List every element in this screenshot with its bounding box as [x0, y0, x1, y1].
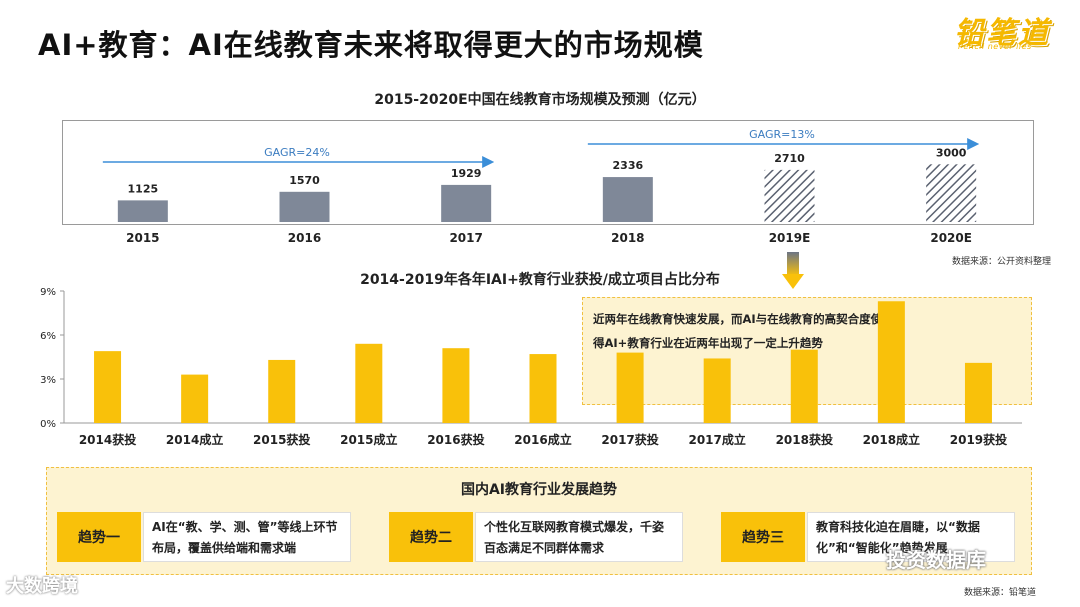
growth-label-1: GAGR=24% [264, 146, 330, 159]
market-value-label-2016: 1570 [289, 174, 320, 187]
share-bar-2018获投 [790, 349, 818, 423]
share-distribution-chart: 0% 3% 6% 9% 2014获投 2014成立 2015获投 2015成立 2016获投 2… [40, 287, 1022, 447]
share-y-tick-label-6%: 6% [40, 331, 56, 342]
trend-2-text: 个性化互联网教育模式爆发，千姿百态满足不同群体需求 [475, 512, 683, 562]
share-tick-label-2018成立: 2018成立 [863, 432, 920, 447]
market-chart-title: 2015-2020E中国在线教育市场规模及预测（亿元） [374, 92, 706, 108]
watermark-left: 大数跨境 [6, 576, 78, 597]
trend-1-badge: 趋势一 [57, 512, 141, 562]
market-bar-2016 [279, 191, 330, 222]
market-value-label-2018: 2336 [613, 159, 644, 172]
share-bar-2017成立 [703, 358, 731, 423]
share-tick-label-2015获投: 2015获投 [253, 432, 310, 447]
watermark-right: 投资数据库 [886, 548, 986, 572]
market-bar-2019E [764, 169, 815, 222]
trend-2-badge: 趋势二 [389, 512, 473, 562]
share-bar-2019获投 [964, 362, 992, 423]
trends-title: 国内AI教育行业发展趋势 [460, 482, 618, 498]
share-bar-2014成立 [181, 374, 209, 423]
market-bar-2017 [441, 184, 492, 222]
trends-panel: 国内AI教育行业发展趋势 趋势一 AI在“教、学、测、管”等线上环节布局，覆盖供… [46, 467, 1032, 575]
share-bar-2016成立 [529, 354, 557, 423]
share-tick-label-2018获投: 2018获投 [776, 432, 833, 447]
top-source-note: 数据来源：公开资料整理 [952, 257, 1052, 267]
market-tick-label-2017: 2017 [449, 231, 482, 245]
share-tick-label-2014成立: 2014成立 [166, 432, 223, 447]
share-bar-2018成立 [877, 301, 905, 423]
share-bar-2015获投 [268, 359, 296, 423]
trend-1-text: AI在“教、学、测、管”等线上环节布局，覆盖供给端和需求端 [143, 512, 351, 562]
share-tick-label-2014获投: 2014获投 [79, 432, 136, 447]
market-bar-2020E [926, 164, 977, 222]
market-bar-2018 [602, 177, 653, 222]
share-bar-2016获投 [442, 348, 470, 423]
market-tick-label-2019E: 2019E [769, 231, 811, 245]
brand-logo: 铅笔道 Pencil never lies [954, 8, 1072, 56]
logo-text: 铅笔道 [954, 16, 1050, 51]
trend-3-text: 教育科技化迫在眉睫，以“数据化”和“智能化”趋势发展 [807, 512, 1015, 562]
market-tick-label-2020E: 2020E [930, 231, 972, 245]
market-tick-label-2015: 2015 [126, 231, 159, 245]
share-tick-label-2019获投: 2019获投 [950, 432, 1007, 447]
share-y-tick-label-3%: 3% [40, 375, 56, 386]
market-value-label-2015: 1125 [128, 182, 159, 195]
note-text: 近两年在线教育快速发展，而AI与在线教育的高契合度使得AI+教育行业在近两年出现… [593, 312, 883, 350]
share-tick-label-2017成立: 2017成立 [688, 432, 745, 447]
growth-label-2: GAGR=13% [749, 128, 815, 141]
market-tick-label-2016: 2016 [288, 231, 321, 245]
share-bar-2017获投 [616, 352, 644, 423]
market-value-label-2020E: 3000 [936, 146, 967, 159]
share-chart-title: 2014-2019年各年IAI+教育行业获投/成立项目占比分布 [360, 272, 720, 288]
market-size-chart: 1125 2015 1570 2016 1929 2017 2336 2018 2710 2019… [102, 128, 980, 245]
share-bar-2014获投 [94, 351, 122, 423]
share-tick-label-2016成立: 2016成立 [514, 432, 571, 447]
market-value-label-2017: 1929 [451, 167, 482, 180]
share-y-tick-label-0%: 0% [40, 419, 56, 430]
share-tick-label-2015成立: 2015成立 [340, 432, 397, 447]
share-tick-label-2017获投: 2017获投 [601, 432, 658, 447]
share-tick-label-2016获投: 2016获投 [427, 432, 484, 447]
share-y-tick-label-9%: 9% [40, 287, 56, 298]
market-bar-2015 [117, 200, 168, 222]
market-tick-label-2018: 2018 [611, 231, 644, 245]
bottom-source-note: 数据来源：铅笔道 [964, 588, 1037, 598]
share-bar-2015成立 [355, 343, 383, 423]
page-title: AI+教育：AI在线教育未来将取得更大的市场规模 [38, 28, 704, 62]
down-arrow-icon [782, 252, 804, 289]
logo-tagline: Pencil never lies [958, 42, 1032, 51]
trend-3-badge: 趋势三 [721, 512, 805, 562]
market-value-label-2019E: 2710 [774, 152, 805, 165]
market-chart-frame [62, 120, 1034, 225]
